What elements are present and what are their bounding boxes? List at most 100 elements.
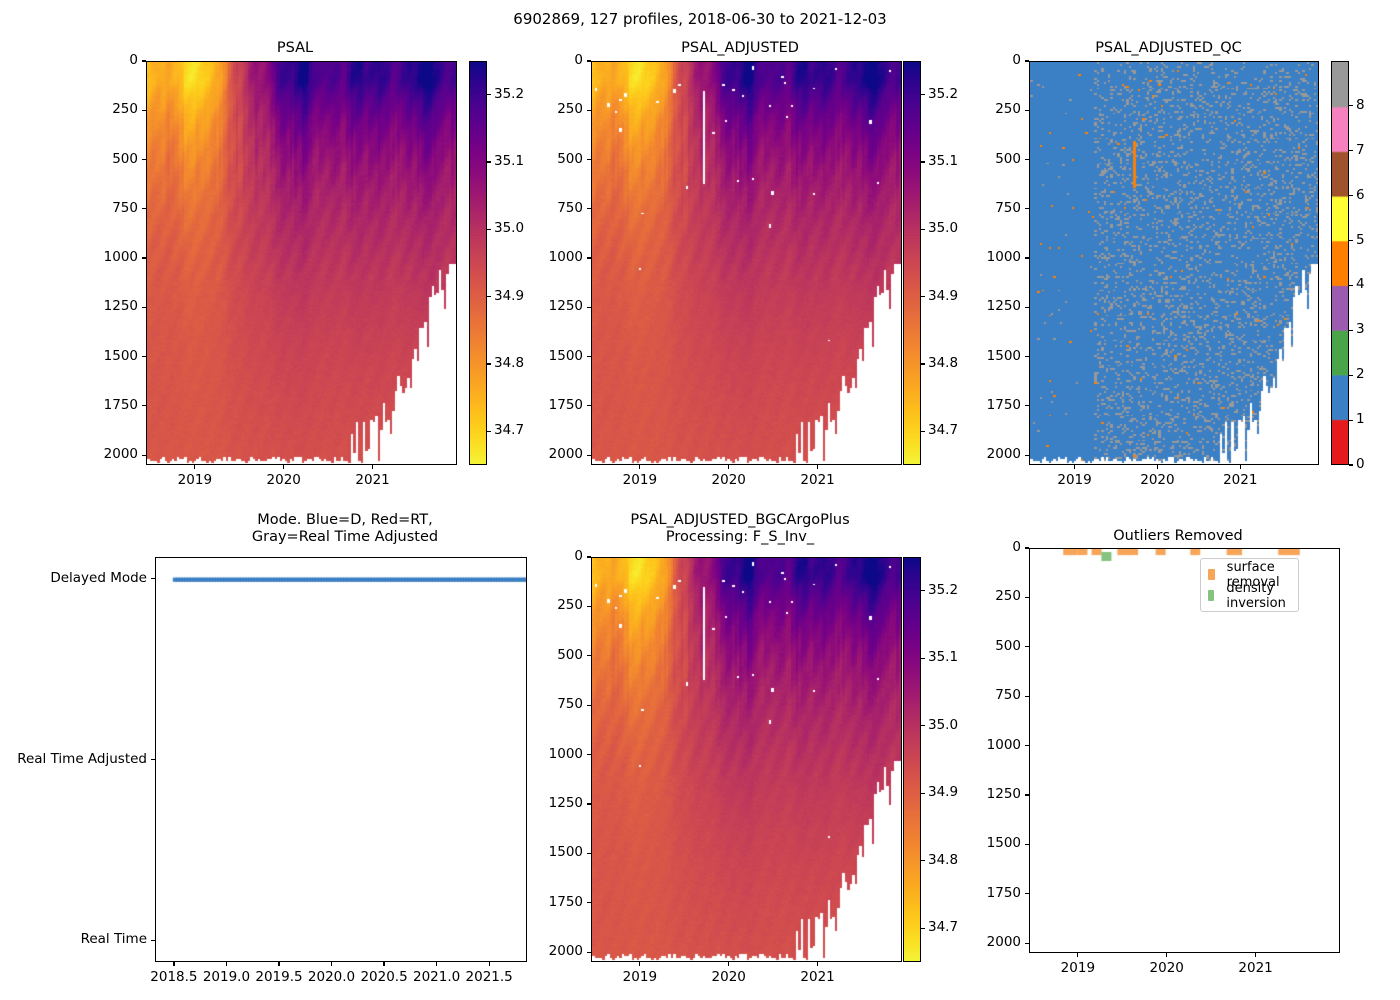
cbticklabel-psaladj-0: 34.7 [928, 422, 959, 439]
ytick-out-3 [1025, 695, 1029, 697]
psal-adjusted-qc-heatmap-axes[interactable] [1029, 61, 1319, 465]
ytick-out-4 [1025, 744, 1029, 747]
xtick-qc-0 [1073, 465, 1076, 469]
xtick-mode-0 [173, 962, 175, 966]
xtick-qc-2 [1239, 465, 1241, 469]
cbticklabel-bgc-2: 34.9 [928, 784, 959, 801]
panel-psal-adjusted-title: PSAL_ADJUSTED [681, 40, 799, 56]
xticklabel-mode-5: 2021.0 [413, 969, 461, 985]
yticklabel-psal-0: 0 [129, 52, 138, 68]
xticklabel-qc-1: 2020 [1140, 472, 1175, 488]
yticklabel-bgc-8: 2000 [548, 943, 583, 960]
yticklabel-psaladj-8: 2000 [548, 446, 583, 463]
cbtick-psal-5 [487, 94, 491, 96]
cbticklabel-psal-0: 34.7 [494, 422, 525, 439]
ytick-psal-0 [142, 60, 146, 62]
bgcargoplus-colorbar[interactable] [903, 557, 921, 962]
cbticklabel-qc-1: 1 [1356, 411, 1365, 428]
yticklabel-bgc-7: 1750 [548, 893, 583, 910]
yticklabel-qc-7: 1750 [986, 396, 1021, 413]
yticklabel-qc-1: 250 [995, 101, 1021, 118]
ytick-psal-1 [142, 109, 146, 111]
ytick-bgc-0 [587, 556, 591, 558]
yticklabel-bgc-2: 500 [557, 646, 583, 663]
xticklabel-mode-3: 2020.0 [307, 969, 356, 985]
yticklabel-bgc-1: 250 [557, 597, 583, 614]
ytick-qc-7 [1025, 405, 1029, 407]
cbtick-qc-2 [1349, 374, 1353, 376]
yticklabel-qc-2: 500 [995, 150, 1021, 167]
yticklabel-mode-0: Delayed Mode [50, 569, 147, 586]
yticklabel-psal-7: 1750 [103, 396, 138, 413]
cbtick-qc-4 [1349, 284, 1353, 287]
legend-item-density-inversion[interactable]: density inversion [1208, 581, 1290, 611]
cbtick-psaladj-4 [921, 161, 925, 163]
yticklabel-psal-8: 2000 [103, 446, 138, 463]
ytick-psal-8 [142, 454, 146, 456]
xtick-bgc-0 [639, 962, 641, 966]
cbtick-bgc-0 [921, 927, 925, 929]
outliers-legend[interactable]: surface removal density inversion [1200, 558, 1300, 612]
ytick-psaladj-1 [587, 109, 591, 111]
yticklabel-psal-6: 1500 [103, 347, 138, 364]
yticklabel-psaladj-4: 1000 [548, 249, 583, 266]
ytick-qc-0 [1025, 60, 1029, 62]
xtick-mode-5 [436, 962, 438, 966]
cbticklabel-bgc-3: 35.0 [928, 716, 959, 733]
yticklabel-bgc-3: 750 [557, 696, 583, 713]
xtick-bgc-2 [816, 962, 819, 966]
legend-item-surface-removal[interactable]: surface removal [1208, 560, 1290, 590]
bgcargoplus-heatmap-axes[interactable] [591, 557, 902, 962]
cbtick-bgc-5 [921, 590, 925, 592]
cbticklabel-psaladj-2: 34.9 [928, 287, 959, 304]
cbticklabel-qc-8: 8 [1356, 96, 1365, 113]
cbticklabel-psal-2: 34.9 [494, 287, 525, 304]
yticklabel-psaladj-7: 1750 [548, 396, 583, 413]
ytick-qc-3 [1025, 208, 1029, 210]
yticklabel-out-8: 2000 [986, 934, 1021, 951]
ytick-qc-1 [1025, 109, 1029, 111]
yticklabel-psaladj-1: 250 [557, 101, 583, 118]
outliers-axes[interactable] [1029, 548, 1340, 953]
cbtick-psaladj-1 [921, 363, 925, 365]
cbtick-qc-3 [1349, 329, 1353, 331]
cbtick-psal-3 [487, 228, 491, 230]
xticklabel-psaladj-1: 2020 [711, 472, 746, 488]
ytick-mode-0 [151, 578, 155, 580]
xtick-out-2 [1254, 953, 1257, 957]
cbtick-qc-1 [1349, 419, 1353, 421]
yticklabel-out-2: 500 [995, 637, 1021, 654]
psal-colorbar[interactable] [469, 61, 487, 465]
panel-psal-title: PSAL [276, 40, 314, 56]
ytick-out-5 [1025, 794, 1029, 796]
yticklabel-psaladj-0: 0 [574, 52, 583, 68]
cbtick-qc-7 [1349, 150, 1353, 152]
yticklabel-bgc-5: 1250 [548, 794, 583, 811]
ytick-mode-2 [151, 939, 155, 941]
legend-swatch-surface-removal [1208, 569, 1215, 580]
ytick-qc-4 [1025, 257, 1029, 259]
yticklabel-bgc-6: 1500 [548, 844, 583, 861]
cbtick-bgc-1 [921, 860, 925, 862]
psal-adjusted-colorbar[interactable] [903, 61, 921, 465]
cbticklabel-qc-0: 0 [1356, 456, 1365, 472]
yticklabel-out-5: 1250 [986, 785, 1021, 802]
ytick-bgc-4 [587, 753, 591, 756]
ytick-qc-8 [1025, 454, 1029, 456]
psal-adjusted-heatmap-axes[interactable] [591, 61, 902, 465]
yticklabel-psaladj-5: 1250 [548, 298, 583, 315]
cbticklabel-qc-2: 2 [1356, 366, 1365, 383]
yticklabel-qc-8: 2000 [986, 446, 1021, 463]
mode-axes[interactable] [155, 557, 527, 962]
xtick-psaladj-1 [728, 465, 730, 469]
ytick-psal-5 [142, 306, 146, 308]
cbticklabel-qc-6: 6 [1356, 186, 1365, 203]
psal-heatmap-axes[interactable] [146, 61, 457, 465]
yticklabel-mode-2: Real Time [80, 931, 147, 948]
xtick-psaladj-2 [816, 465, 819, 469]
qc-colorbar[interactable] [1331, 61, 1349, 465]
xtick-mode-6 [488, 962, 490, 966]
cbticklabel-psal-1: 34.8 [494, 355, 525, 371]
xticklabel-psal-2: 2021 [355, 472, 390, 488]
